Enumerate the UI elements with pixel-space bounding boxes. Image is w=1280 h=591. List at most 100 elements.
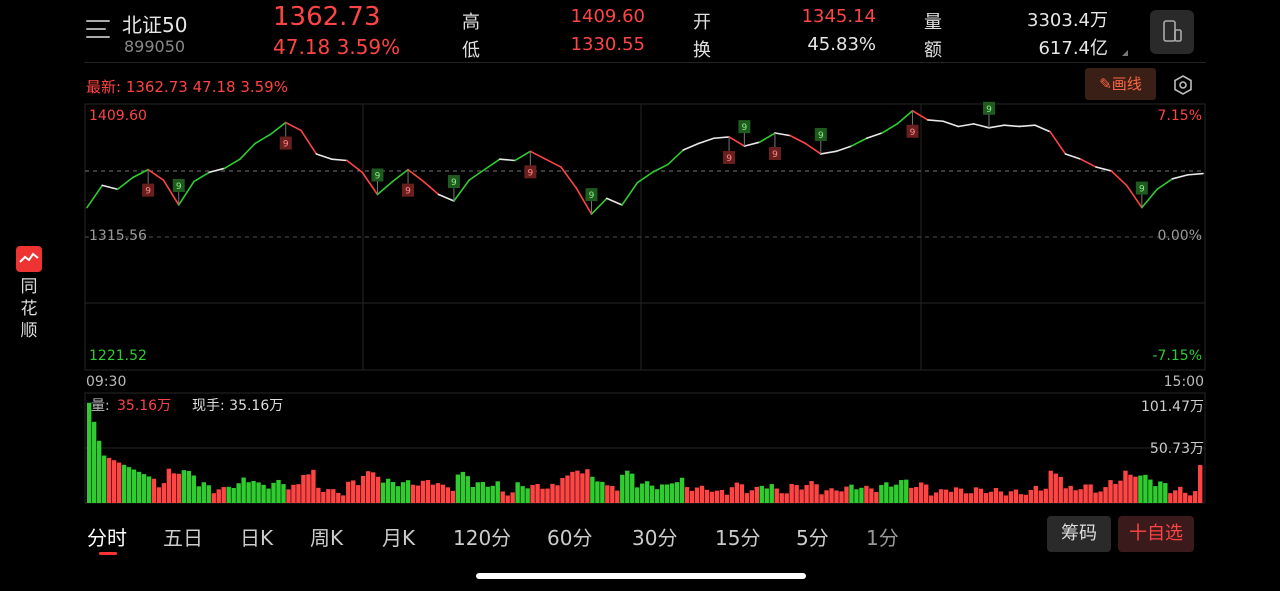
price-segment	[865, 132, 883, 140]
volume-bar	[664, 484, 670, 503]
volume-bar	[116, 462, 122, 503]
volume-bar	[938, 489, 944, 503]
volume-bar	[1018, 494, 1024, 503]
tab-15min[interactable]: 15分	[715, 526, 761, 550]
volume-bar	[405, 480, 411, 503]
signal-label: 9	[405, 187, 411, 197]
volume-bar	[699, 485, 705, 503]
volume-bar	[500, 491, 505, 503]
tab-weekly-k[interactable]: 周K	[310, 526, 344, 550]
price-segment	[544, 158, 562, 168]
volume-bar	[425, 480, 431, 503]
volume-bar	[121, 464, 127, 503]
tab-120min[interactable]: 120分	[453, 526, 512, 550]
price-segment	[667, 149, 685, 166]
volume-bar	[515, 482, 520, 503]
volume-value: 3303.4万	[1027, 10, 1108, 31]
buy-signal-marker[interactable]	[738, 120, 751, 134]
buy-signal-marker[interactable]	[814, 127, 827, 141]
signal-label: 9	[818, 131, 824, 141]
volume-bar	[1158, 481, 1163, 503]
price-segment	[315, 153, 333, 160]
price-segment	[162, 179, 180, 206]
volume-bar	[769, 484, 774, 503]
settings-icon[interactable]	[1172, 74, 1194, 96]
pencil-icon: ✎	[1099, 75, 1112, 93]
volume-bar	[96, 440, 102, 503]
tab-intraday[interactable]: 分时	[87, 526, 127, 550]
volume-bar	[301, 474, 306, 503]
volume-bar	[440, 484, 446, 503]
sell-signal-marker[interactable]	[723, 150, 736, 164]
app-logo-icon	[16, 246, 42, 272]
volume-bar	[196, 486, 201, 503]
volume-bar	[87, 402, 92, 503]
volume-bar	[131, 469, 137, 503]
volume-bar	[794, 485, 799, 503]
volume-bar	[759, 485, 764, 503]
volume-bar	[1178, 486, 1183, 503]
volume-bar	[540, 488, 545, 503]
volume-bar	[236, 483, 241, 503]
tab-60min[interactable]: 60分	[547, 526, 593, 550]
add-watchlist-button[interactable]: 十自选	[1118, 516, 1194, 552]
volume-bar	[1198, 465, 1203, 503]
buy-signal-marker[interactable]	[447, 175, 460, 189]
buy-signal-marker[interactable]	[371, 168, 384, 182]
buy-signal-marker[interactable]	[1135, 181, 1148, 195]
phone-icon	[1163, 20, 1182, 42]
price-segment	[1018, 124, 1036, 128]
volume-bar	[1063, 488, 1068, 503]
draw-line-button[interactable]: ✎画线	[1085, 68, 1156, 100]
home-indicator[interactable]	[476, 573, 806, 579]
device-switch-button[interactable]	[1150, 10, 1194, 54]
volume-bar	[590, 476, 595, 503]
tab-5min[interactable]: 5分	[796, 526, 829, 550]
volume-bar	[216, 489, 221, 503]
volume-bar	[659, 484, 665, 503]
price-segment	[590, 197, 608, 215]
menu-icon[interactable]	[86, 20, 110, 40]
price-segment	[361, 171, 379, 196]
buy-signal-marker[interactable]	[982, 101, 995, 115]
sell-signal-marker[interactable]	[279, 136, 292, 150]
volume-bar	[615, 490, 620, 503]
sell-signal-marker[interactable]	[142, 183, 155, 197]
sell-signal-marker[interactable]	[524, 165, 537, 179]
volume-bar	[351, 480, 356, 503]
tab-1min[interactable]: 1分	[866, 526, 899, 550]
volume-bar	[1068, 485, 1073, 503]
volume-bar	[854, 489, 859, 503]
sell-signal-marker[interactable]	[768, 147, 781, 161]
tab-daily-k[interactable]: 日K	[240, 526, 274, 550]
tab-30min[interactable]: 30分	[632, 526, 678, 550]
volume-bar	[849, 484, 854, 503]
x-start-label: 09:30	[86, 374, 126, 390]
volume-bar	[754, 486, 759, 503]
tab-monthly-k[interactable]: 月K	[382, 526, 416, 550]
volume-bar	[973, 487, 979, 503]
signal-label: 9	[726, 154, 732, 164]
volume-bar	[346, 481, 351, 503]
volume-bar	[714, 490, 720, 503]
sell-signal-marker[interactable]	[906, 124, 919, 138]
volume-bar	[420, 480, 426, 503]
chips-button[interactable]: 筹码	[1047, 516, 1111, 552]
volume-bar	[679, 477, 685, 503]
volume-bar	[889, 486, 894, 503]
volume-bar	[869, 488, 874, 503]
price-segment	[391, 168, 409, 183]
volume-bar	[749, 490, 755, 503]
volume-bar	[306, 474, 311, 503]
buy-signal-marker[interactable]	[172, 178, 185, 192]
volume-bar	[430, 484, 436, 503]
tab-five-day[interactable]: 五日	[163, 526, 203, 550]
amount-value: 617.4亿	[1038, 38, 1108, 59]
sell-signal-marker[interactable]	[402, 183, 415, 197]
volume-bar	[983, 493, 989, 503]
price-segment	[1156, 177, 1174, 191]
buy-signal-marker[interactable]	[585, 188, 598, 202]
low-label: 低	[462, 40, 480, 61]
volume-bar	[834, 490, 839, 503]
